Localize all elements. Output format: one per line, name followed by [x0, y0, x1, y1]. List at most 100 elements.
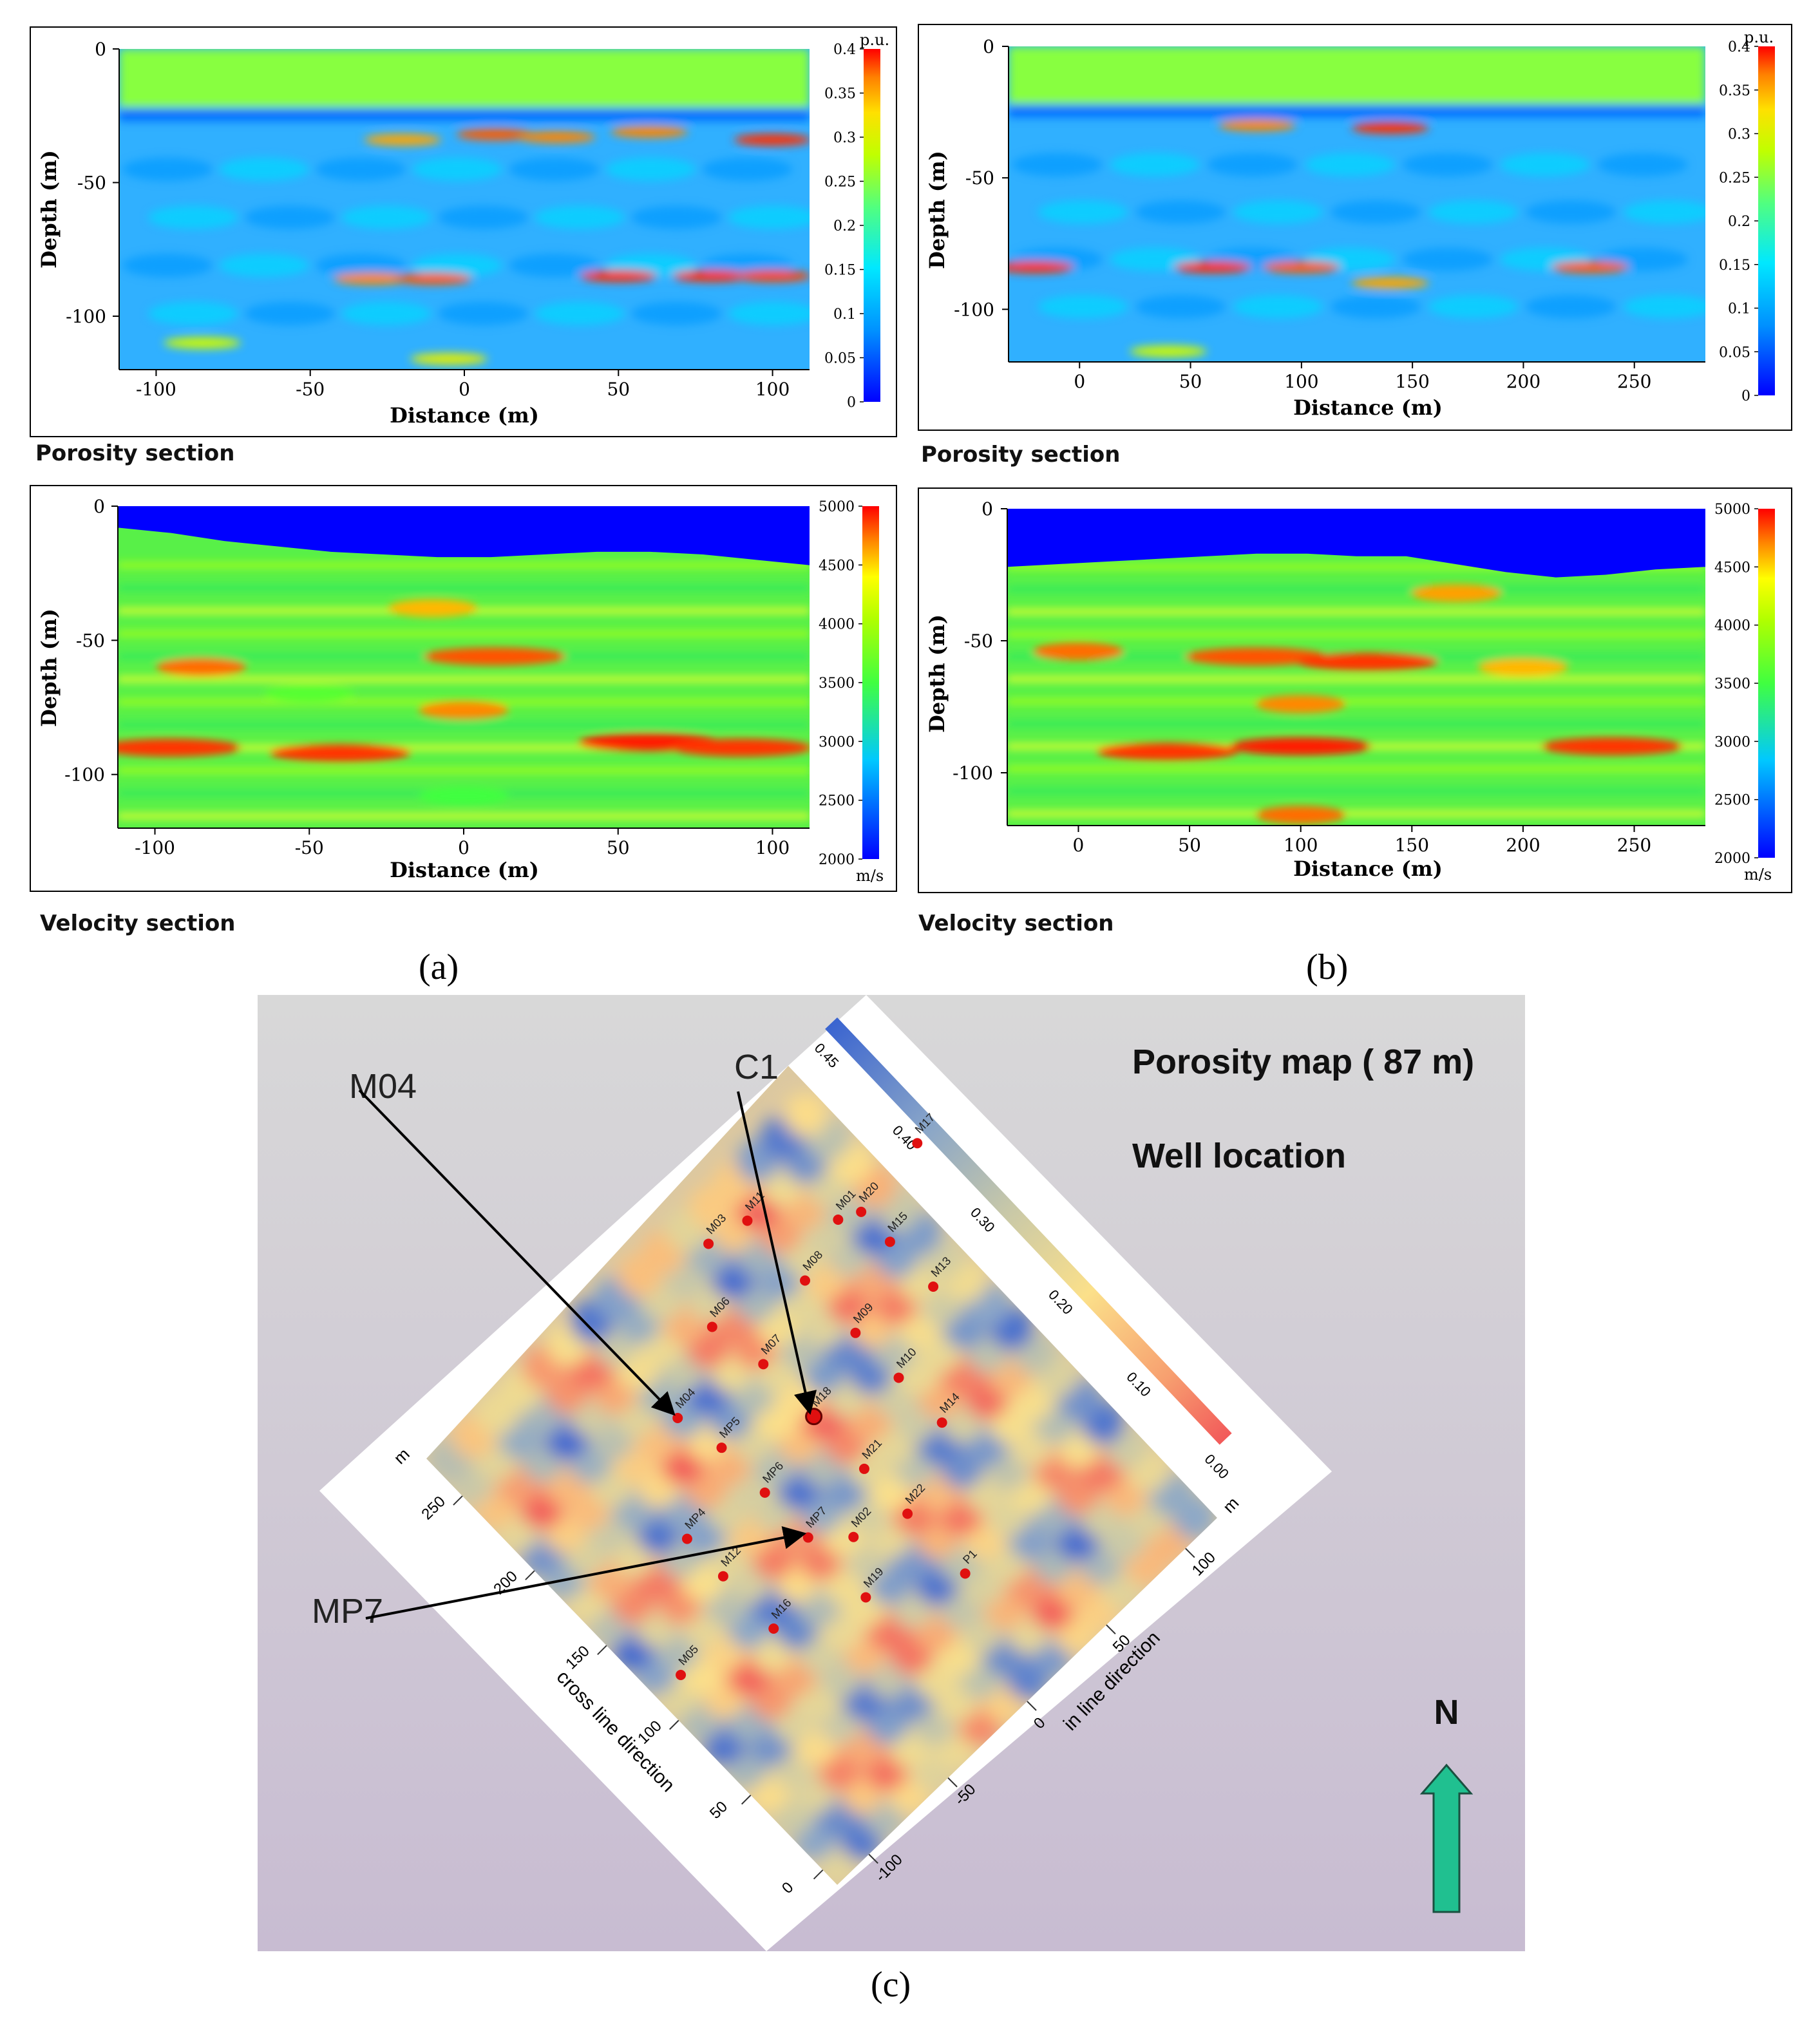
- colorbar-ticks: 5000 4500 4000 3500 3000 2500 2000: [819, 499, 862, 868]
- colorbar-tick-label: 0.2: [1728, 214, 1750, 230]
- colorbar: [864, 49, 880, 402]
- well-marker: [681, 1533, 692, 1544]
- colorbar-tick-label: 0.2: [833, 218, 856, 234]
- plot-area: [1009, 46, 1705, 362]
- texture-cell: [728, 205, 810, 229]
- texture-cell: [631, 301, 722, 325]
- colorbar-tick-label: 2000: [1714, 851, 1750, 867]
- y-tick-label: 0: [95, 39, 106, 60]
- x-tick-label: 250: [1617, 371, 1651, 392]
- colorbar-tick-label: 0.05: [824, 351, 856, 367]
- texture-band: [118, 766, 810, 775]
- colorbar-tick-label: 0.3: [1728, 127, 1750, 143]
- velocity-anomaly: [423, 647, 565, 666]
- x-tick-label: -100: [135, 837, 175, 858]
- x-axis-label: Distance (m): [1293, 856, 1443, 881]
- top-layer: [119, 49, 810, 108]
- texture-cell: [1135, 295, 1226, 319]
- colorbar-unit: m/s: [856, 867, 884, 885]
- texture-cell: [1526, 200, 1616, 224]
- colorbar-tick-label: 0.1: [833, 307, 856, 323]
- velocity-anomaly: [1033, 642, 1124, 661]
- texture-cell: [1038, 200, 1128, 224]
- high-porosity-anomaly: [1130, 345, 1208, 357]
- colorbar-tick-label: 4000: [1714, 618, 1750, 634]
- velocity-anomaly: [264, 685, 355, 703]
- well-marker: [676, 1670, 687, 1681]
- x-tick-label: 100: [755, 837, 790, 858]
- texture-band: [1007, 809, 1705, 818]
- texture-cell: [1428, 200, 1519, 224]
- crossline-tick: [669, 1719, 679, 1730]
- colorbar-tick-label: 0.1: [1728, 301, 1750, 317]
- velocity-anomaly: [1096, 742, 1238, 761]
- texture-cell: [1623, 295, 1705, 319]
- crossline-tick: [813, 1869, 824, 1880]
- well-marker: [928, 1282, 939, 1292]
- y-tick-label: 0: [983, 36, 994, 57]
- texture-cell: [219, 157, 310, 181]
- texture-cell: [1110, 153, 1200, 176]
- inline-tick: [868, 1853, 878, 1864]
- map-title: Porosity map ( 87 m): [1132, 1043, 1474, 1081]
- high-porosity-anomaly: [1174, 261, 1252, 273]
- high-porosity-anomaly: [611, 126, 688, 138]
- colorbar-tick-label: 2500: [819, 793, 855, 809]
- x-tick-label: -50: [295, 837, 324, 858]
- texture-cell: [438, 301, 529, 325]
- high-porosity-anomaly: [1351, 277, 1429, 289]
- texture-cell: [341, 205, 432, 229]
- well-marker: [833, 1215, 844, 1225]
- texture-cell: [509, 157, 600, 181]
- x-tick-label: 200: [1506, 835, 1540, 856]
- x-axis-label: Distance (m): [390, 858, 539, 882]
- colorbar-tick-label: 0: [847, 395, 856, 411]
- low-porosity-band: [1009, 104, 1705, 118]
- texture-cell: [1038, 295, 1128, 319]
- inline-tick: [1185, 1547, 1195, 1558]
- chart-porosity-map: 0.450.400.300.200.100.00 M03M04M06M11MP4…: [258, 995, 1525, 1951]
- texture-cell: [1233, 200, 1323, 224]
- velocity-anomaly: [1411, 584, 1502, 603]
- high-porosity-anomaly: [1351, 122, 1429, 134]
- top-layer: [1009, 46, 1705, 104]
- well-marker: [768, 1623, 779, 1634]
- texture-cell: [1207, 153, 1298, 176]
- x-tick-label: -100: [136, 379, 176, 400]
- chart-a-velocity: -100 -50 0 50 100 0 -50 -100 5000 4500 4000 3500 30…: [30, 485, 897, 892]
- texture-cell: [219, 254, 310, 278]
- velocity-anomaly: [1185, 647, 1327, 666]
- x-tick-label: 50: [607, 379, 630, 400]
- axes: 0 50 100 150 200 250 0 -50 -100: [954, 36, 1705, 392]
- y-tick-label: -50: [77, 173, 106, 194]
- well-marker: [912, 1138, 923, 1149]
- high-porosity-anomaly: [456, 128, 534, 140]
- velocity-anomaly: [419, 701, 509, 719]
- colorbar-tick-label: 0.4: [1728, 39, 1750, 55]
- well-marker: [884, 1236, 895, 1247]
- x-tick-label: 150: [1395, 835, 1429, 856]
- well-marker: [716, 1442, 727, 1453]
- colorbar-tick-label: 3500: [819, 676, 855, 692]
- texture-band: [118, 561, 810, 569]
- texture-cell: [1402, 153, 1493, 176]
- colorbar-tick-label: 5000: [819, 499, 855, 515]
- velocity-anomaly: [1255, 695, 1346, 714]
- north-label: N: [1434, 1693, 1459, 1732]
- callout-label: C1: [734, 1048, 779, 1086]
- y-axis-label: Depth (m): [37, 609, 61, 727]
- colorbar-tick-label: 0.3: [833, 130, 856, 146]
- colorbar-unit: m/s: [1744, 865, 1772, 884]
- texture-band: [118, 812, 810, 820]
- texture-cell: [535, 205, 625, 229]
- x-tick-label: 150: [1395, 371, 1429, 392]
- well-marker: [717, 1571, 728, 1582]
- well-marker: [960, 1568, 971, 1579]
- well-marker: [706, 1321, 717, 1332]
- texture-band: [118, 721, 810, 729]
- crossline-tick: [597, 1645, 607, 1656]
- y-tick-label: -50: [76, 630, 105, 651]
- x-tick-label: 0: [1073, 835, 1085, 856]
- texture-cell: [1012, 153, 1103, 176]
